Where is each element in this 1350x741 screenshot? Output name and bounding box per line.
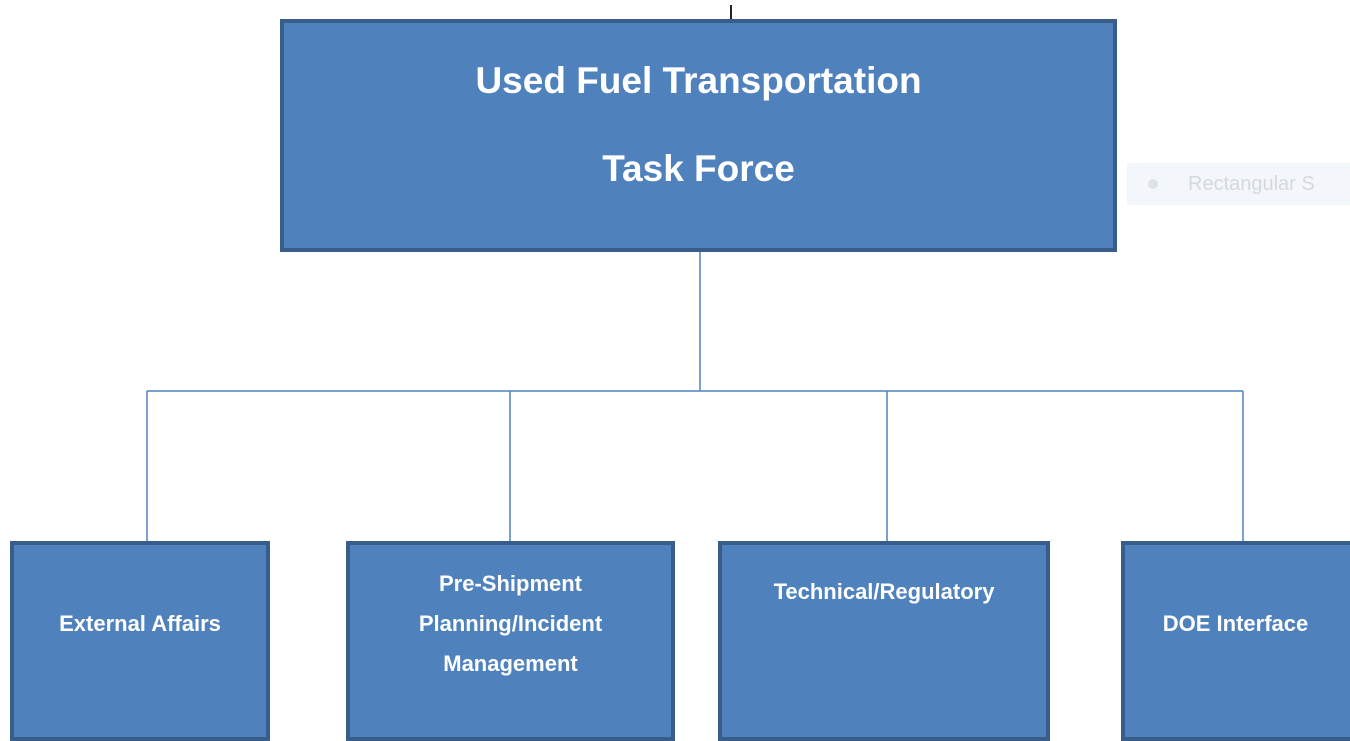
- node-label: External Affairs: [59, 611, 221, 636]
- child-node[interactable]: DOE Interface: [1121, 541, 1350, 741]
- tooltip-text: Rectangular S: [1188, 173, 1315, 195]
- child-node[interactable]: Technical/Regulatory: [718, 541, 1050, 741]
- node-label: DOE Interface: [1162, 611, 1309, 636]
- node-label: Used Fuel Transportation: [475, 60, 922, 101]
- node-label: Task Force: [602, 148, 795, 189]
- node-label: Technical/Regulatory: [773, 579, 995, 604]
- child-node[interactable]: External Affairs: [10, 541, 270, 741]
- connector-lines: [146, 250, 1244, 544]
- tooltip: Rectangular S: [1127, 163, 1350, 205]
- child-node[interactable]: Pre-Shipment Planning/Incident Managemen…: [346, 541, 675, 741]
- tooltip-dot: [1148, 179, 1158, 189]
- node-label: Planning/Incident: [418, 611, 603, 636]
- node-label: Pre-Shipment: [438, 571, 583, 596]
- node-label: Management: [443, 651, 578, 676]
- root-node[interactable]: Used Fuel Transportation Task Force: [280, 19, 1117, 252]
